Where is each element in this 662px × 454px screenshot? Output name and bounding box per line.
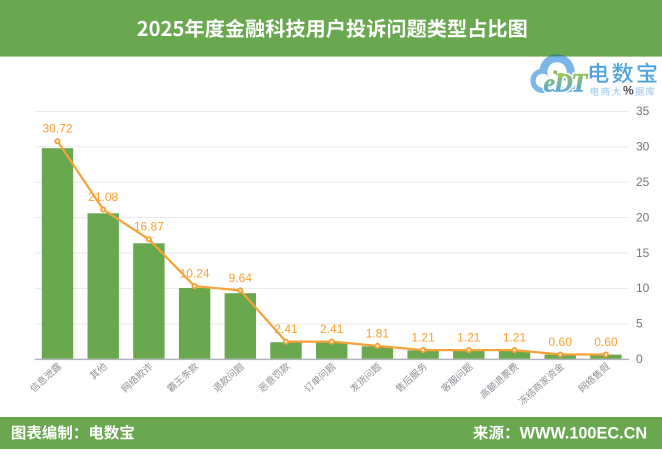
- svg-text:30.72: 30.72: [42, 122, 72, 136]
- svg-text:25: 25: [636, 175, 650, 189]
- svg-text:16.87: 16.87: [134, 220, 164, 234]
- svg-text:eDT: eDT: [544, 68, 589, 97]
- svg-text:9.64: 9.64: [229, 271, 253, 285]
- svg-text:10.24: 10.24: [180, 267, 210, 281]
- svg-text:21.08: 21.08: [88, 190, 118, 204]
- svg-text:%: %: [623, 83, 634, 97]
- svg-text:35: 35: [636, 104, 650, 118]
- svg-text:20: 20: [636, 210, 650, 224]
- svg-text:1.21: 1.21: [411, 331, 435, 345]
- svg-text:2.41: 2.41: [274, 322, 298, 336]
- svg-text:0.60: 0.60: [594, 335, 618, 349]
- svg-text:1.21: 1.21: [457, 331, 481, 345]
- svg-text:30: 30: [636, 140, 650, 154]
- svg-text:1.21: 1.21: [503, 331, 527, 345]
- svg-text:eDT: eDT: [544, 68, 589, 97]
- svg-text:2.41: 2.41: [320, 322, 344, 336]
- svg-text:0.60: 0.60: [549, 335, 573, 349]
- svg-text:1.81: 1.81: [366, 326, 390, 340]
- svg-text:10: 10: [636, 281, 650, 295]
- svg-text:5: 5: [636, 317, 643, 331]
- svg-text:0: 0: [636, 352, 643, 366]
- svg-text:WWW.100EC.CN: WWW.100EC.CN: [520, 424, 648, 442]
- svg-text:15: 15: [636, 246, 650, 260]
